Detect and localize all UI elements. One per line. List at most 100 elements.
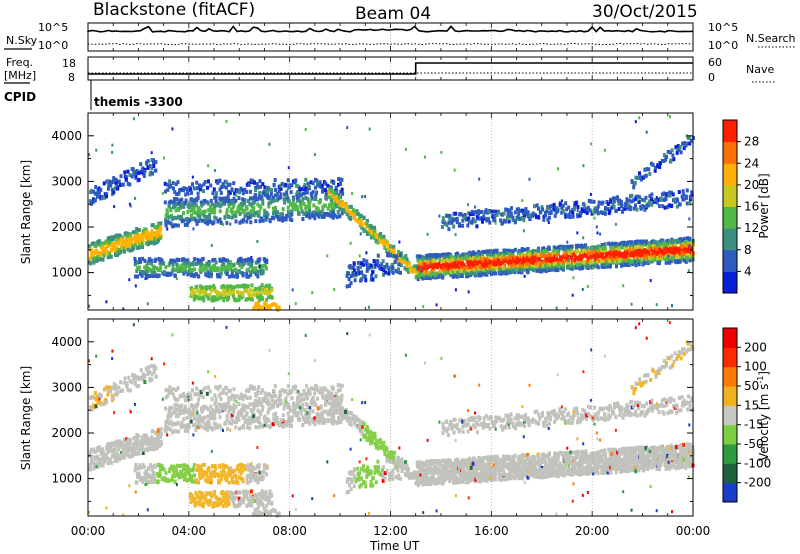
scatter-cell (104, 240, 108, 244)
scatter-cell (531, 213, 534, 218)
scatter-cell (257, 214, 261, 219)
scatter-cell (466, 271, 470, 276)
scatter-cell (141, 237, 145, 242)
y-tick-label: 2000 (51, 220, 82, 234)
scatter-cell (392, 254, 396, 259)
scatter-cell (203, 220, 207, 225)
scatter-cell (246, 421, 250, 426)
scatter-cell (188, 204, 192, 209)
scatter-cell (628, 252, 632, 257)
scatter-cell (194, 210, 198, 215)
scatter-cell (345, 212, 349, 217)
scatter-cell (252, 419, 256, 424)
scatter-cell (657, 261, 661, 266)
scatter-cell (266, 212, 270, 217)
scatter-cell (441, 252, 445, 257)
scatter-cell (225, 402, 229, 407)
scatter-cell (424, 269, 428, 274)
scatter-cell (108, 179, 112, 184)
scatter-cell (189, 419, 193, 424)
scatter-cell (220, 264, 224, 269)
scatter-cell (154, 258, 157, 263)
scatter-cell (243, 213, 247, 218)
scatter-cell (665, 154, 668, 159)
scatter-cell (211, 416, 215, 421)
scatter-cell (261, 268, 265, 273)
scatter-cell (644, 254, 648, 259)
scatter-cell (208, 213, 211, 217)
scatter-cell (126, 242, 130, 247)
scatter-cell (655, 241, 659, 246)
scatter-cell (187, 264, 191, 269)
scatter-cell (128, 233, 132, 238)
scatter-cell (563, 259, 567, 264)
scatter-cell (92, 447, 96, 452)
scatter-cell (140, 273, 144, 278)
scatter-cell (175, 197, 179, 202)
scatter-cell (240, 411, 244, 415)
scatter-cell (164, 223, 168, 228)
scatter-cell (172, 205, 175, 210)
scatter-cell (256, 197, 260, 202)
scatter-cell (172, 197, 176, 202)
scatter-cell (266, 192, 270, 197)
scatter-cell (144, 442, 148, 446)
scatter-cell (261, 182, 265, 187)
scatter-cell (585, 264, 589, 269)
scatter-cell (456, 251, 459, 256)
scatter-cell (294, 302, 297, 306)
scatter-cell (299, 187, 302, 192)
scatter-cell (493, 213, 497, 218)
scatter-cell (106, 461, 110, 466)
scatter-cell (454, 233, 457, 237)
scatter-cell (273, 193, 277, 198)
scatter-cell (282, 197, 286, 202)
scatter-cell (141, 245, 144, 249)
scatter-cell (212, 220, 216, 225)
scatter-cell (508, 214, 511, 219)
scatter-cell (423, 272, 427, 277)
scatter-cell (177, 191, 181, 196)
scatter-cell (268, 286, 271, 291)
scatter-cell (232, 201, 236, 206)
scatter-cell (247, 274, 251, 279)
scatter-cell (366, 219, 369, 223)
scatter-cell (214, 194, 218, 199)
scatter-cell (258, 179, 262, 184)
scatter-cell (549, 259, 553, 263)
scatter-cell (207, 262, 211, 266)
scatter-cell (105, 453, 109, 458)
colorbar-swatch (723, 141, 737, 164)
scatter-cell (687, 201, 691, 206)
scatter-cell (507, 269, 511, 274)
scatter-cell (196, 205, 199, 209)
scatter-cell (595, 225, 598, 229)
scatter-cell (245, 288, 249, 293)
scatter-cell (424, 155, 426, 159)
scatter-cell (131, 373, 135, 377)
scatter-cell (340, 187, 344, 192)
scatter-cell (371, 270, 375, 275)
scatter-cell (277, 217, 281, 222)
scatter-cell (474, 210, 478, 215)
scatter-cell (107, 183, 111, 188)
scatter-cell (155, 273, 159, 278)
scatter-cell (121, 237, 125, 242)
scatter-cell (211, 210, 215, 215)
scatter-cell (488, 249, 492, 254)
scatter-cell (304, 206, 308, 211)
scatter-cell (573, 258, 577, 263)
scatter-cell (311, 181, 315, 186)
scatter-cell (218, 295, 222, 300)
scatter-cell (398, 253, 402, 257)
scatter-cell (191, 175, 194, 179)
scatter-cell (656, 256, 660, 260)
scatter-cell (636, 255, 639, 260)
scatter-cell (422, 268, 426, 273)
scatter-cell (441, 274, 444, 279)
scatter-cell (249, 220, 253, 225)
scatter-cell (576, 243, 580, 248)
scatter-cell (230, 210, 234, 215)
scatter-cell (524, 253, 528, 258)
scatter-cell (153, 236, 157, 241)
